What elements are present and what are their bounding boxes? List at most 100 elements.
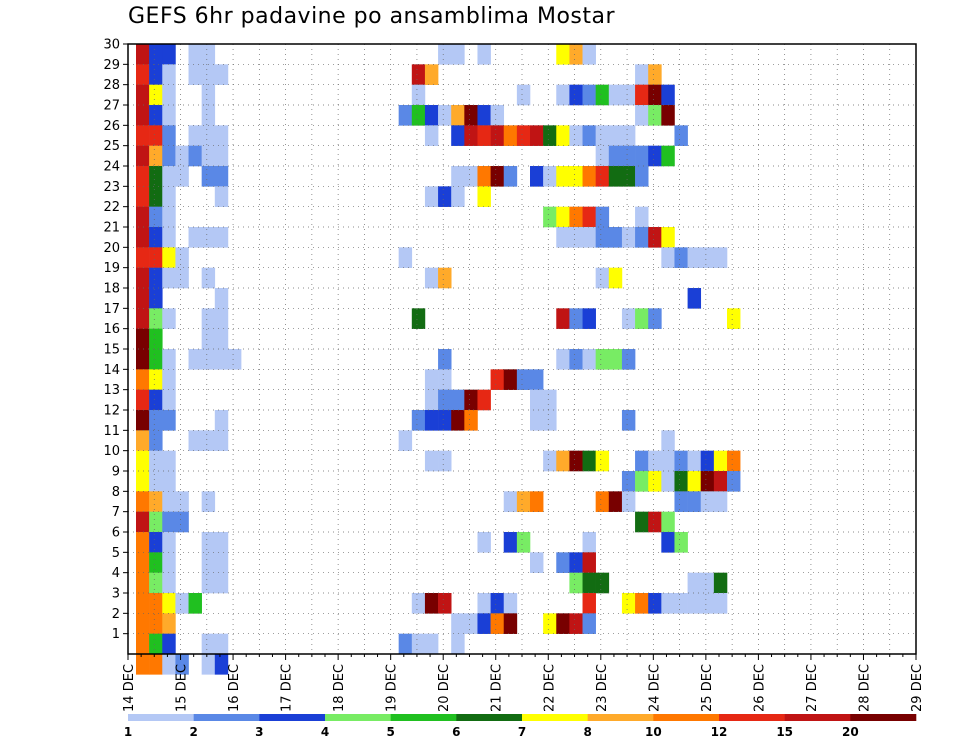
x-tick-label: 20 DEC [437,664,452,712]
heatmap-cell [648,471,662,492]
heatmap-cell [201,44,216,65]
colorbar-label: 4 [321,725,329,739]
heatmap-cell [149,450,163,472]
heatmap-cell [477,389,491,411]
heatmap-cell [438,267,452,289]
heatmap-cell [149,389,163,411]
heatmap-cell [661,430,675,451]
heatmap-cell [214,410,229,431]
x-tick-label: 18 DEC [332,664,347,712]
y-tick-label: 19 [103,261,120,276]
heatmap-cell [464,389,478,411]
heatmap-cell [608,349,623,370]
heatmap-cell [214,552,229,573]
heatmap-cell [188,125,202,146]
heatmap-cell [411,410,426,431]
heatmap-cell [175,491,189,512]
heatmap-cell [149,349,163,370]
heatmap-cell [621,349,636,370]
heatmap-cell [162,247,176,268]
heatmap-cell [648,227,662,248]
heatmap-cell [136,532,150,553]
heatmap-cell [582,450,596,472]
heatmap-cell [543,389,557,411]
heatmap-cell [582,532,596,553]
heatmap-cell [438,593,452,614]
heatmap-cell [149,410,163,431]
heatmap-cell [713,491,728,512]
heatmap-cell [136,633,150,655]
heatmap-cell [175,166,189,187]
heatmap-cell [635,227,649,248]
heatmap-cell [635,105,649,126]
y-tick-label: 22 [103,200,120,215]
y-tick-label: 27 [103,99,120,114]
x-tick-label: 28 DEC [857,664,872,712]
heatmap-cell [490,125,505,146]
chart-title: GEFS 6hr padavine po ansamblima Mostar [128,4,616,29]
heatmap-cell [621,491,636,512]
heatmap-cell [175,593,189,614]
heatmap-cell [149,105,163,126]
heatmap-cell [635,471,649,492]
heatmap-cell [464,166,478,187]
heatmap-cell [175,145,189,167]
heatmap-cell [700,593,715,614]
heatmap-cell [398,247,413,268]
heatmap-cell [700,247,715,268]
heatmap-cell [464,105,478,126]
heatmap-cell [188,349,202,370]
heatmap-cell [621,227,636,248]
heatmap-cell [582,593,596,614]
heatmap-cell [136,206,150,228]
heatmap-cell [136,247,150,268]
heatmap-cell [438,389,452,411]
heatmap-cell [713,471,728,492]
heatmap-cell [162,511,176,533]
heatmap-cell [635,64,649,85]
heatmap-cell [162,633,176,655]
heatmap-cell [438,450,452,472]
heatmap-cell [136,389,150,411]
heatmap-cell [162,186,176,207]
y-tick-label: 23 [103,180,120,195]
heatmap-cell [424,410,439,431]
heatmap-cell [188,430,202,451]
heatmap-cell [503,532,518,553]
heatmap-cell [149,552,163,573]
heatmap-cell [424,369,439,390]
heatmap-cell [201,84,216,106]
heatmap-cell [149,654,163,675]
heatmap-cell [674,491,688,512]
heatmap-cell [201,532,216,553]
y-tick-label: 10 [103,444,120,459]
heatmap-cell [700,471,715,492]
heatmap-cell [424,125,439,146]
heatmap-cell [162,267,176,289]
heatmap-cell [661,471,675,492]
heatmap-cell [227,349,242,370]
heatmap-cell [149,166,163,187]
heatmap-cell [214,186,229,207]
heatmap-cell [556,552,570,573]
heatmap-cell [621,471,636,492]
heatmap-cell [503,593,518,614]
y-tick-label: 17 [103,302,120,317]
heatmap-cell [411,105,426,126]
heatmap-cell [569,572,583,594]
colorbar-swatch [653,714,720,721]
heatmap-cell [556,166,570,187]
colorbar-label: 8 [583,725,591,739]
heatmap-cell [569,125,583,146]
heatmap-cell [464,125,478,146]
heatmap-cell [595,450,610,472]
heatmap-cell [201,267,216,289]
heatmap-cell [595,125,610,146]
heatmap-cell [149,328,163,350]
x-tick-label: 19 DEC [385,664,400,712]
heatmap-cell [595,349,610,370]
heatmap-cell [661,450,675,472]
heatmap-cell [162,105,176,126]
heatmap-cell [451,613,465,634]
heatmap-cell [635,84,649,106]
